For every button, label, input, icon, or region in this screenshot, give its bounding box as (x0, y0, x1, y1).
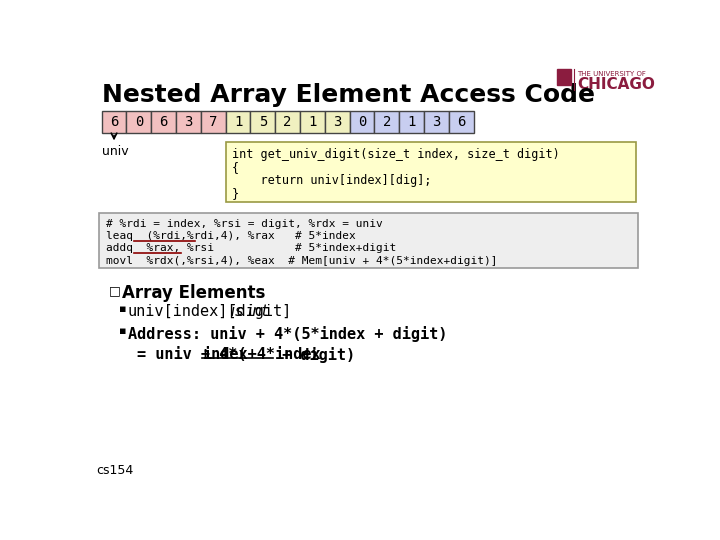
Bar (275, 111, 300, 132)
Text: 3: 3 (184, 115, 193, 129)
Bar (251, 111, 275, 132)
Text: 3: 3 (432, 115, 441, 129)
Text: 2: 2 (382, 115, 391, 129)
Text: }: } (232, 187, 239, 200)
Text: is int: is int (225, 304, 268, 319)
Text: 6: 6 (110, 115, 118, 129)
Text: cs154: cs154 (96, 464, 133, 477)
Text: 1: 1 (234, 115, 242, 129)
Text: Nested Array Element Access Code: Nested Array Element Access Code (102, 83, 595, 107)
Text: + digit): + digit) (273, 347, 355, 363)
Text: return univ[index][dig];: return univ[index][dig]; (232, 174, 431, 187)
Text: movl  %rdx(,%rsi,4), %eax  # Mem[univ + 4*(5*index+digit)]: movl %rdx(,%rsi,4), %eax # Mem[univ + 4*… (106, 256, 497, 266)
Bar (127, 111, 151, 132)
Bar (176, 111, 201, 132)
Text: □: □ (109, 284, 121, 297)
Text: 6: 6 (457, 115, 465, 129)
Bar (300, 111, 325, 132)
Text: leaq  (%rdi,%rdi,4), %rax   # 5*index: leaq (%rdi,%rdi,4), %rax # 5*index (106, 231, 355, 241)
Text: addq  %rax, %rsi            # 5*index+digit: addq %rax, %rsi # 5*index+digit (106, 244, 396, 253)
Text: 2: 2 (284, 115, 292, 129)
Text: THE UNIVERSITY OF: THE UNIVERSITY OF (577, 71, 647, 77)
Bar (424, 111, 449, 132)
Bar (102, 111, 127, 132)
Bar (449, 111, 474, 132)
Text: = univ + 4*(: = univ + 4*( (138, 347, 247, 362)
Bar (225, 111, 251, 132)
Text: univ[index][digit]: univ[index][digit] (128, 304, 292, 319)
Text: int get_univ_digit(size_t index, size_t digit): int get_univ_digit(size_t index, size_t … (232, 148, 559, 161)
Text: univ: univ (102, 145, 128, 158)
Bar (151, 111, 176, 132)
Bar (325, 111, 350, 132)
Text: Address: univ + 4*(5*index + digit): Address: univ + 4*(5*index + digit) (128, 326, 447, 342)
Text: 3: 3 (333, 115, 341, 129)
Bar (350, 111, 374, 132)
Text: 5: 5 (258, 115, 267, 129)
Bar (374, 111, 399, 132)
Text: 0: 0 (135, 115, 143, 129)
Bar (99, 213, 638, 268)
Text: 7: 7 (209, 115, 217, 129)
Text: 1: 1 (408, 115, 416, 129)
Text: 1: 1 (308, 115, 317, 129)
Text: {: { (232, 161, 239, 174)
Text: Array Elements: Array Elements (122, 284, 265, 302)
Bar (557, 70, 571, 85)
Text: 6: 6 (159, 115, 168, 129)
Text: index+4*index: index+4*index (202, 347, 321, 362)
Bar (201, 111, 225, 132)
Text: CHICAGO: CHICAGO (577, 77, 655, 92)
Bar (225, 142, 636, 202)
Text: # %rdi = index, %rsi = digit, %rdx = univ: # %rdi = index, %rsi = digit, %rdx = uni… (106, 219, 382, 229)
Bar (399, 111, 424, 132)
Text: ▪: ▪ (119, 304, 126, 314)
Text: 0: 0 (358, 115, 366, 129)
Text: ▪: ▪ (119, 326, 126, 336)
